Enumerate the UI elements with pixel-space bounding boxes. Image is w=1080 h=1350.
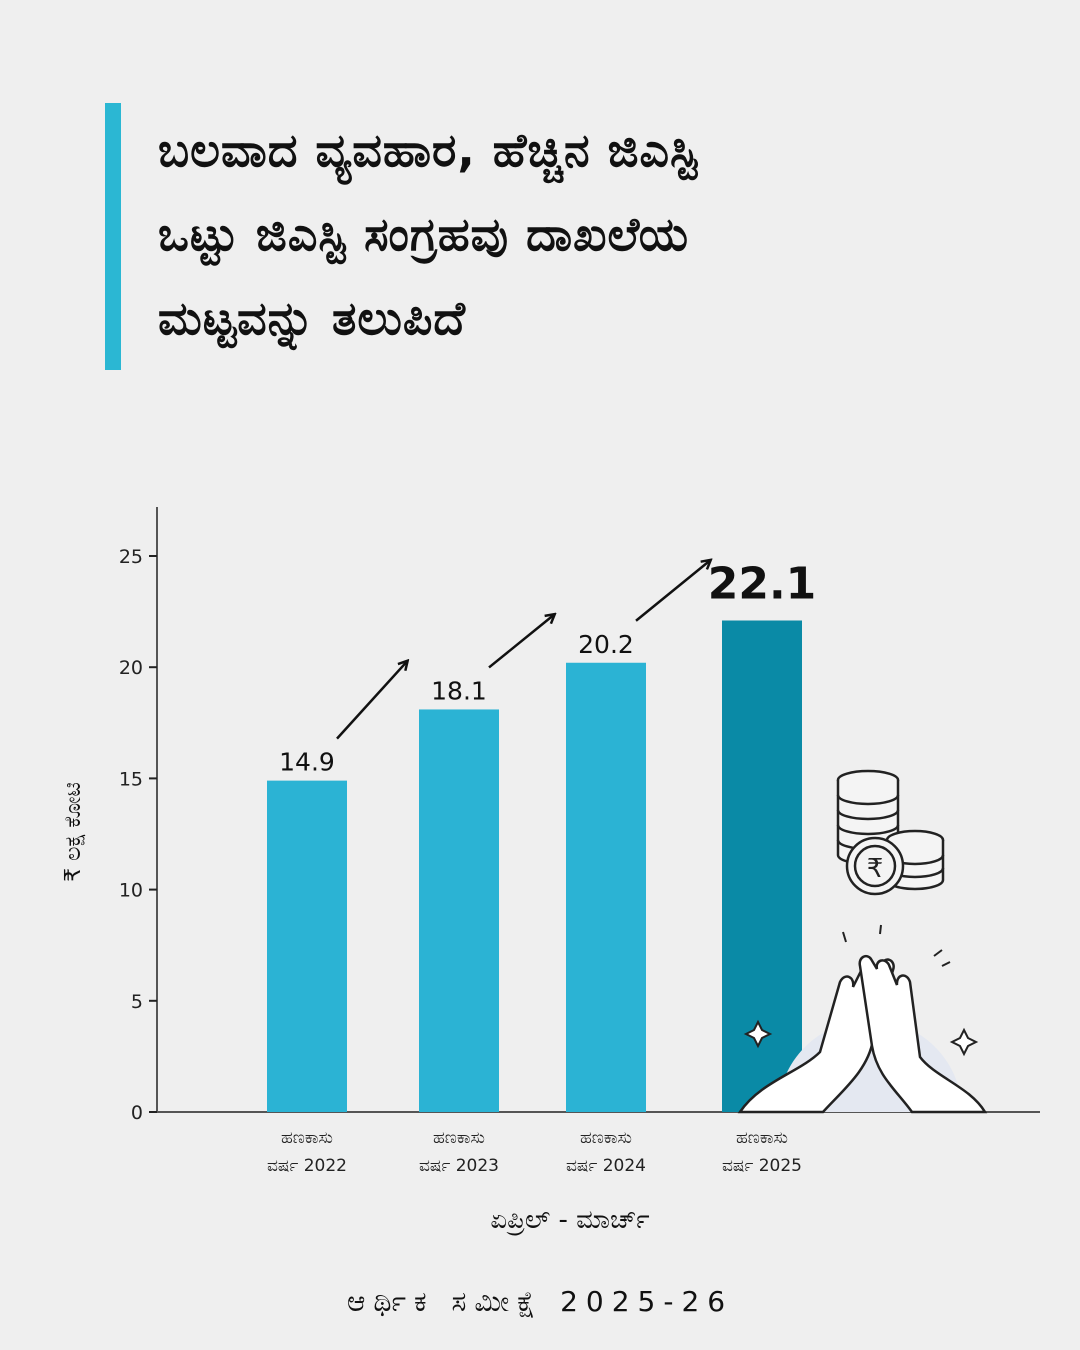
x-tick-label: ಹಣಕಾಸು <box>580 1128 632 1148</box>
bar <box>267 780 347 1112</box>
y-axis-title: ₹ ಲಕ್ಷ ಕೋಟಿ <box>61 782 86 882</box>
y-tick-label: 10 <box>119 880 143 902</box>
x-tick-label: ವರ್ಷ 2025 <box>722 1156 802 1176</box>
x-tick-label: ಹಣಕಾಸು <box>736 1128 788 1148</box>
y-tick-label: 25 <box>119 546 143 568</box>
title-line-1: ಬಲವಾದ ವ್ಯವಹಾರ, ಹೆಚ್ಚಿನ ಜಿಎಸ್ಟಿ <box>158 123 699 177</box>
bar <box>566 662 646 1112</box>
x-tick-label: ಹಣಕಾಸು <box>281 1128 333 1148</box>
x-tick-label: ವರ್ಷ 2024 <box>566 1156 646 1176</box>
x-tick-label: ವರ್ಷ 2023 <box>419 1156 499 1176</box>
bar <box>419 709 499 1112</box>
title-line-2: ಒಟ್ಟು ಜಿಎಸ್ಟಿ ಸಂಗ್ರಹವು ದಾಖಲೆಯ <box>158 207 689 261</box>
high-five-hands-icon <box>737 924 988 1114</box>
bar-value-label: 20.2 <box>578 630 634 659</box>
bar-value-label: 18.1 <box>431 676 487 705</box>
growth-arrow <box>635 560 710 622</box>
coins-and-high-five-illustration: ₹ <box>737 769 988 1114</box>
x-axis-title: ಏಪ್ರಿಲ್ - ಮಾರ್ಚ್ <box>490 1205 650 1235</box>
title-accent-bar <box>105 103 121 370</box>
svg-text:₹: ₹ <box>867 854 884 884</box>
growth-arrow <box>488 615 554 669</box>
y-tick-label: 5 <box>131 991 143 1013</box>
y-tick-label: 15 <box>119 768 143 790</box>
x-tick-label: ಹಣಕಾಸು <box>433 1128 485 1148</box>
bar-value-label: 22.1 <box>708 558 817 609</box>
y-tick-label: 0 <box>131 1102 143 1124</box>
coin-stack-icon: ₹ <box>836 769 945 896</box>
x-tick-label: ವರ್ಷ 2022 <box>267 1156 347 1176</box>
growth-arrow <box>336 661 407 740</box>
page-title: ಬಲವಾದ ವ್ಯವಹಾರ, ಹೆಚ್ಚಿನ ಜಿಎಸ್ಟಿ ಒಟ್ಟು ಜಿಎ… <box>158 108 1038 360</box>
title-line-3: ಮಟ್ಟವನ್ನು ತಲುಪಿದೆ <box>158 291 466 345</box>
y-tick-label: 20 <box>119 657 143 679</box>
footer-source: ಆರ್ಥಿಕ ಸಮೀಕ್ಷೆ 2025-26 <box>346 1285 734 1318</box>
bar-value-label: 14.9 <box>279 748 335 777</box>
